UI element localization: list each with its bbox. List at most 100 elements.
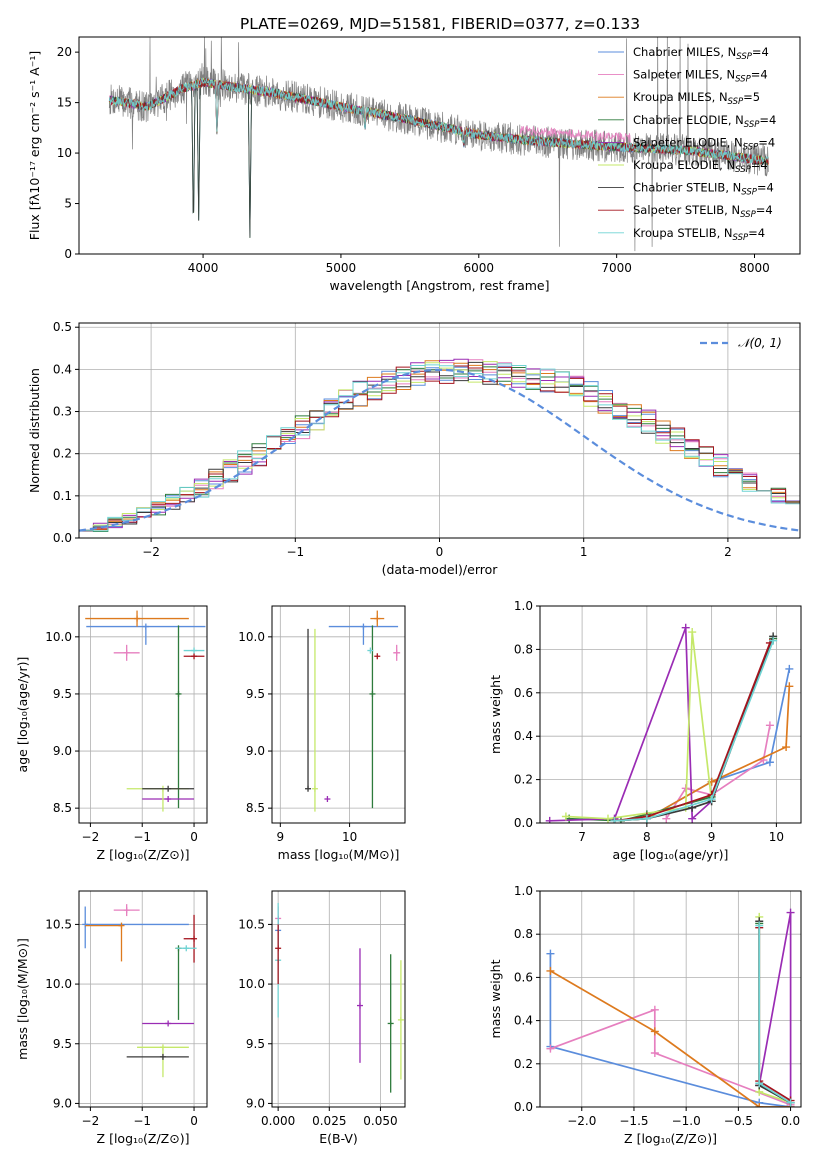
x-tick-label: −0.5	[724, 1114, 753, 1128]
histogram-step-line	[79, 361, 800, 531]
y-tick-label: 9.0	[53, 1096, 72, 1110]
model-spectrum-line	[108, 78, 769, 165]
y-tick-label: 0.2	[514, 773, 533, 787]
weight-point-marker	[769, 636, 778, 645]
legend-label-main: Salpeter ELODIE, N	[633, 135, 743, 149]
legend-label-main: Kroupa MILES, N	[633, 90, 728, 104]
panel-spectrum: 4000 5000 6000 7000 8000 0 5 10 15 20 wavelength […	[27, 36, 801, 293]
legend-label-sub: SSP	[741, 188, 757, 198]
legend-label: Chabrier ELODIE, NSSP=4	[633, 113, 776, 130]
axes-frame	[271, 605, 406, 824]
x-tick-label: 8	[643, 830, 651, 844]
weight-point-marker	[650, 1049, 659, 1057]
x-tick-label: 1	[580, 545, 588, 559]
y-tick-label: 10.0	[45, 977, 72, 991]
figure-title: PLATE=0269, MJD=51581, FIBERID=0377, z=0…	[240, 15, 640, 33]
legend-label-sub: SSP	[733, 233, 749, 243]
histogram-step-line	[79, 358, 800, 532]
residual-legend: 𝒩(0, 1)	[700, 336, 782, 350]
plot-area	[545, 623, 794, 823]
y-tick-label: 10.0	[238, 630, 265, 644]
y-tick-label: 0.4	[514, 1014, 533, 1028]
y-axis-label: Flux [fλ10⁻¹⁷ erg cm⁻² s⁻¹ A⁻¹]	[27, 51, 42, 240]
weight-point-marker	[650, 1005, 659, 1014]
y-tick-label: 0.5	[53, 320, 72, 334]
x-tick-label: 0.0	[781, 1114, 800, 1128]
x-tick-label: 9	[276, 830, 284, 844]
y-axis-label: age [log₁₀(age/yr)]	[15, 657, 30, 773]
weight-point-marker	[642, 814, 651, 823]
weight-point-marker	[561, 812, 570, 821]
x-tick-label: −1.0	[672, 1114, 701, 1128]
plot-area	[546, 908, 795, 1107]
x-axis-label: Z [log₁₀(Z/Z⊙)]	[624, 1131, 717, 1146]
x-tick-label: −2.0	[567, 1114, 596, 1128]
x-tick-label: 6000	[464, 261, 495, 275]
panel-mass-vs-Z: −2 −1 0 9.0 9.5 10.0 10.5 Z [log₁₀(Z/Z⊙)] mass […	[15, 890, 208, 1146]
y-tick-label: 8.5	[246, 801, 265, 815]
weight-point-marker	[707, 795, 716, 804]
legend-label: Kroupa ELODIE, NSSP=4	[633, 158, 768, 175]
legend-label-main: Chabrier STELIB, N	[633, 181, 741, 195]
legend-label-tail: =4	[759, 113, 776, 127]
weight-line	[614, 642, 771, 822]
x-axis-label: wavelength [Angstrom, rest frame]	[329, 278, 549, 293]
plot-area	[108, 37, 769, 252]
x-tick-label: −2	[142, 545, 160, 559]
weight-point-marker	[786, 908, 795, 917]
legend-label-sub: SSP	[736, 52, 752, 62]
x-tick-label: 9	[708, 830, 716, 844]
weight-point-marker	[755, 921, 764, 930]
x-tick-label: 7	[578, 830, 586, 844]
legend-label: 𝒩(0, 1)	[738, 336, 782, 350]
weight-point-marker	[688, 814, 697, 823]
histogram-step-line	[79, 366, 800, 532]
weight-point-marker	[662, 814, 671, 823]
x-tick-label: 0	[190, 830, 198, 844]
y-tick-label: 9.0	[53, 744, 72, 758]
x-tick-label: 10	[769, 830, 784, 844]
legend-label: Kroupa MILES, NSSP=5	[633, 90, 760, 107]
y-tick-label: 0	[64, 247, 72, 261]
plot-area	[275, 902, 404, 1093]
panel-residuals: −2 −1 0 1 2 0.0 0.1 0.2 0.3 0.4 0.5 (data-model)/er…	[27, 320, 801, 577]
weight-line	[549, 953, 791, 1107]
weight-point-marker	[545, 816, 554, 823]
legend-label-sub: SSP	[728, 97, 744, 107]
x-tick-label: −1	[133, 1114, 151, 1128]
legend-label-main: Chabrier MILES, N	[633, 45, 736, 59]
x-tick-label: 0.000	[261, 1114, 295, 1128]
axes-frame	[539, 605, 802, 824]
y-axis-label: mass [log₁₀(M/M⊙)]	[15, 938, 30, 1060]
x-tick-label: −2	[82, 1114, 100, 1128]
x-tick-label: 2	[724, 545, 732, 559]
weight-point-marker	[610, 816, 619, 823]
y-tick-label: 0.2	[514, 1057, 533, 1071]
weight-point-marker	[785, 682, 794, 691]
y-tick-label: 0.0	[514, 816, 533, 830]
legend-label-main: Salpeter MILES, N	[633, 68, 735, 82]
weight-point-marker	[604, 814, 613, 823]
weight-point-marker	[755, 1103, 764, 1107]
x-axis-label: E(B-V)	[319, 1131, 358, 1146]
weight-point-marker	[546, 1044, 555, 1053]
legend-label-tail: =4	[748, 226, 765, 240]
histogram-step-line	[79, 361, 800, 531]
plot-area	[85, 610, 206, 812]
y-tick-label: 10.0	[238, 977, 265, 991]
y-tick-label: 9.5	[53, 687, 72, 701]
weight-point-marker	[546, 949, 555, 958]
legend-label-tail: =4	[756, 203, 773, 217]
y-tick-label: 8.5	[53, 801, 72, 815]
x-tick-label: −2	[82, 830, 100, 844]
x-tick-label: 10	[342, 830, 357, 844]
y-tick-label: 9.5	[53, 1037, 72, 1051]
y-tick-label: 0.2	[53, 447, 72, 461]
weight-point-marker	[688, 628, 697, 637]
legend-label-main: Chabrier ELODIE, N	[633, 113, 744, 127]
legend-label-sub: SSP	[735, 165, 751, 175]
y-tick-label: 0.8	[514, 642, 533, 656]
panel-age-vs-mass: 9 10 8.5 9.0 9.5 10.0 mass [log₁₀(M/M⊙)]	[238, 605, 406, 862]
